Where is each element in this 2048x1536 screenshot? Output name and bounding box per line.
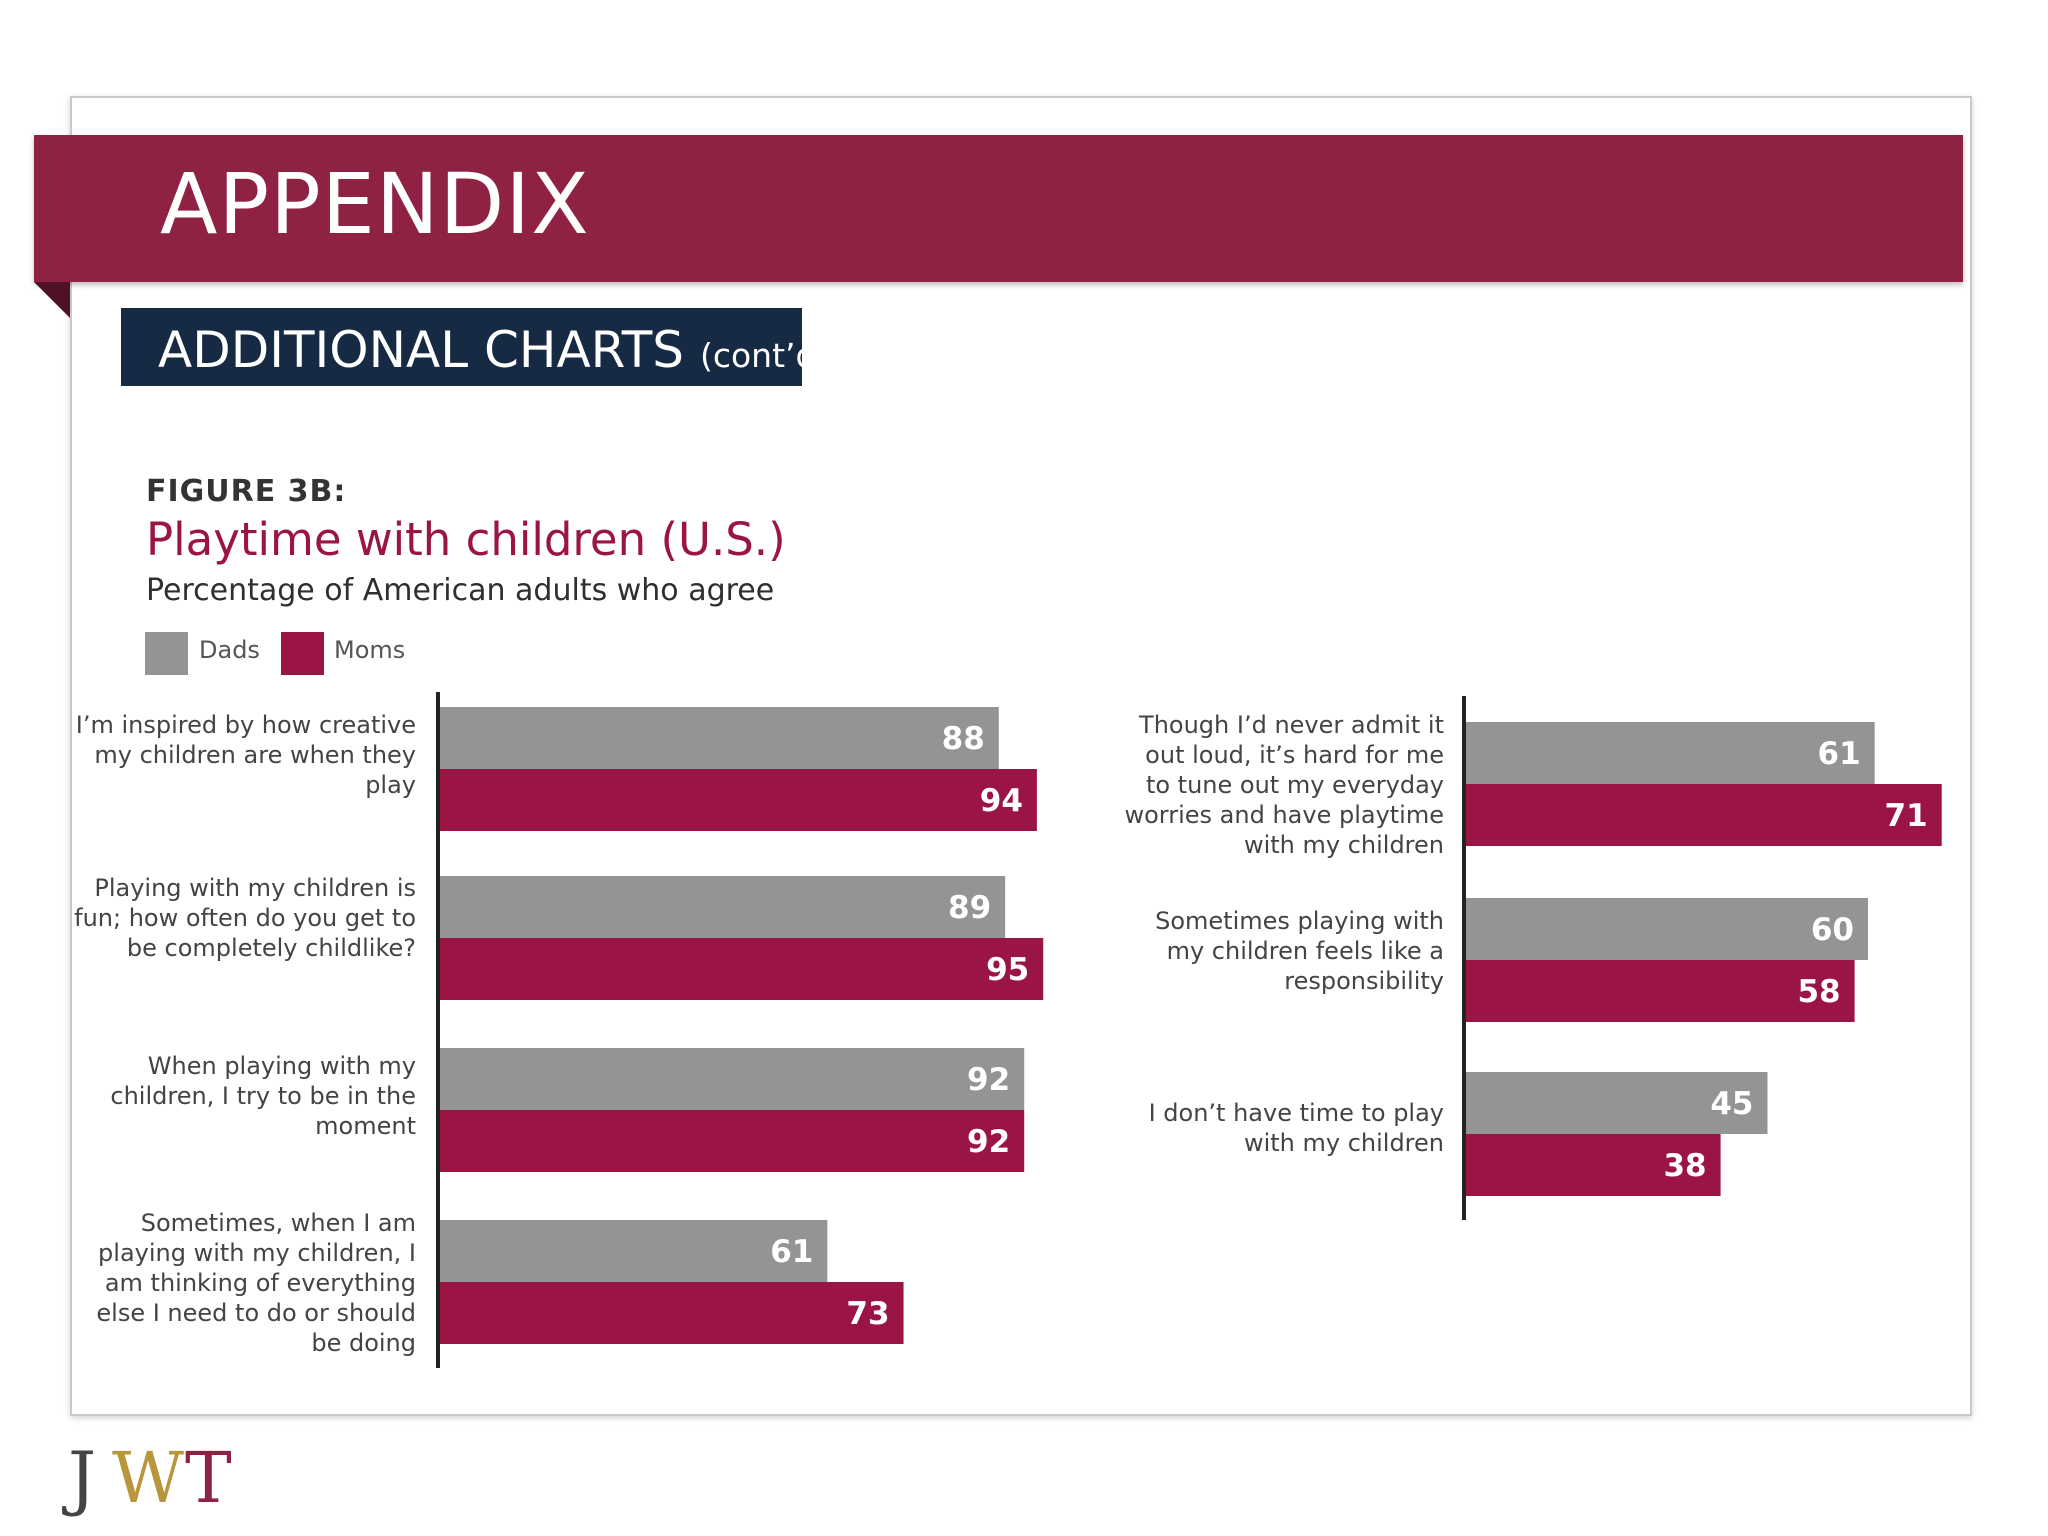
chart-subtitle: Percentage of American adults who agree	[146, 573, 775, 608]
category-label-left-2: Playing with my children is fun; how oft…	[74, 874, 416, 962]
section-title-suffix: (cont’d.)	[699, 336, 840, 375]
left-bar-dads-2	[440, 876, 1006, 938]
section-title: ADDITIONAL CHARTS (cont’d.)	[158, 320, 840, 386]
right-data-label-moms-1: 71	[1885, 798, 1928, 834]
section-title-main: ADDITIONAL CHARTS	[158, 321, 685, 379]
left-data-label-dads-4: 61	[770, 1234, 813, 1270]
category-label-right-3: I don’t have time to play with my childr…	[1148, 1099, 1444, 1157]
left-bar-dads-3	[440, 1048, 1025, 1110]
left-data-label-dads-3: 92	[967, 1062, 1010, 1098]
left-bar-dads-1	[440, 707, 999, 769]
right-bar-moms-1	[1466, 784, 1942, 846]
right-data-label-moms-3: 38	[1663, 1148, 1706, 1184]
right-data-label-dads-1: 61	[1818, 736, 1861, 772]
left-data-label-dads-1: 88	[942, 721, 985, 757]
left-bar-dads-4	[440, 1220, 828, 1282]
left-data-label-moms-3: 92	[967, 1124, 1010, 1160]
chart-title: Playtime with children (U.S.)	[146, 513, 786, 566]
left-data-label-moms-1: 94	[980, 783, 1023, 819]
right-bar-dads-1	[1466, 722, 1875, 784]
right-bar-dads-2	[1466, 898, 1868, 960]
banner-fold	[34, 282, 70, 318]
left-bar-moms-1	[440, 769, 1037, 831]
legend-swatch-moms	[281, 632, 324, 675]
right-data-label-dads-3: 45	[1710, 1086, 1753, 1122]
section-header-box	[121, 308, 802, 386]
legend-label-moms: Moms	[334, 636, 406, 664]
category-label-right-2: Sometimes playing with my children feels…	[1155, 907, 1444, 995]
page-title: APPENDIX	[160, 155, 590, 253]
category-label-right-1: Though I’d never admit it out loud, it’s…	[1124, 711, 1444, 859]
left-bar-moms-4	[440, 1282, 904, 1344]
logo-letter-t: T	[185, 1437, 232, 1519]
right-data-label-dads-2: 60	[1811, 912, 1854, 948]
left-data-label-moms-4: 73	[846, 1296, 889, 1332]
left-data-label-moms-2: 95	[986, 952, 1029, 988]
appendix-banner	[34, 135, 1963, 282]
category-label-left-1: I’m inspired by how creative my children…	[75, 711, 416, 799]
left-bar-moms-3	[440, 1110, 1025, 1172]
right-data-label-moms-2: 58	[1797, 974, 1840, 1010]
left-data-label-dads-2: 89	[948, 890, 991, 926]
logo-letter-w: W	[112, 1437, 184, 1519]
category-label-left-4: Sometimes, when I am playing with my chi…	[96, 1209, 416, 1357]
logo-letter-j: J	[68, 1437, 97, 1519]
left-bar-moms-2	[440, 938, 1044, 1000]
right-bar-dads-3	[1466, 1072, 1768, 1134]
right-bar-moms-3	[1466, 1134, 1721, 1196]
legend-label-dads: Dads	[199, 636, 260, 664]
legend-swatch-dads	[145, 632, 188, 675]
right-bar-moms-2	[1466, 960, 1855, 1022]
category-label-left-3: When playing with my children, I try to …	[110, 1052, 416, 1140]
figure-label: FIGURE 3B:	[146, 474, 347, 509]
